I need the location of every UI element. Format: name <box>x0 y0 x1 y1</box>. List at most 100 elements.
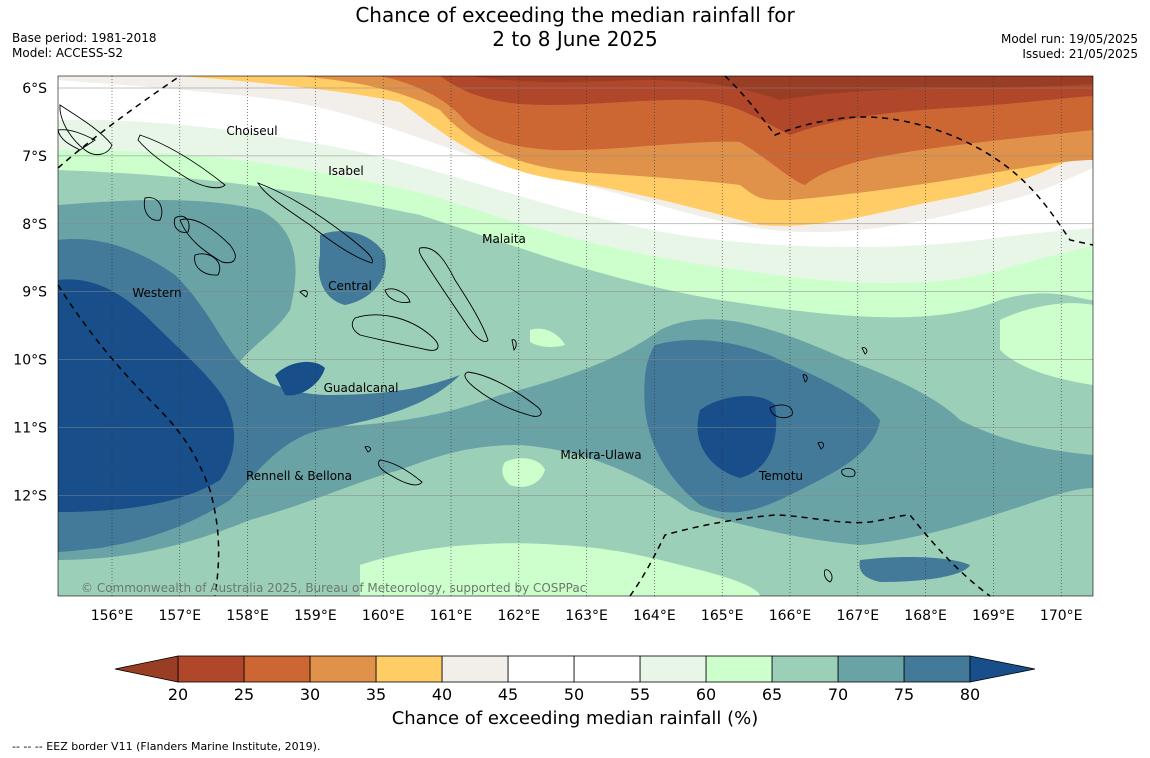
island-vanikoro <box>817 441 825 450</box>
colorbar-tick-label: 45 <box>498 685 518 704</box>
colorbar-tick-label: 40 <box>432 685 452 704</box>
longitude-tick-label: 157°E <box>159 608 202 624</box>
colorbar-tick-label: 35 <box>366 685 386 704</box>
island-florida <box>384 288 411 303</box>
island-isabel <box>256 182 373 264</box>
island-malaita <box>418 247 489 342</box>
colorbar-segment <box>507 655 575 683</box>
island-bougainville <box>59 104 113 156</box>
colorbar-under-arrow <box>114 655 179 683</box>
longitude-tick-label: 156°E <box>91 608 134 624</box>
colorbar-tick-label: 50 <box>564 685 584 704</box>
province-label: Malaita <box>482 232 526 246</box>
province-label: Temotu <box>758 469 803 483</box>
province-label: Western <box>132 286 181 300</box>
colorbar-segment <box>837 655 905 683</box>
latitude-tick-label: 9°S <box>22 285 47 301</box>
colorbar-tick-label: 60 <box>696 685 716 704</box>
zone-over-80-east <box>697 395 777 478</box>
island-png-tip <box>57 129 96 151</box>
colorbar-tick-label: 80 <box>960 685 980 704</box>
colorbar-tick-label: 25 <box>234 685 254 704</box>
eez-borders <box>57 75 1094 597</box>
island-santa-cruz <box>769 404 793 419</box>
colorbar-tick-label: 70 <box>828 685 848 704</box>
colorbar-segment <box>903 655 971 683</box>
island-choiseul <box>137 134 226 189</box>
latitude-labels: 6°S 7°S 8°S 9°S 10°S 11°S 12°S <box>13 81 47 504</box>
zone-75-80-central <box>318 231 386 305</box>
map-title: Chance of exceeding the median rainfall … <box>0 3 1150 51</box>
latitude-tick-label: 10°S <box>13 353 47 369</box>
zone-60-65-patch-1 <box>502 458 545 487</box>
colorbar-segment <box>639 655 707 683</box>
island-utupua <box>841 467 856 478</box>
longitude-tick-label: 169°E <box>972 608 1015 624</box>
longitude-tick-label: 170°E <box>1040 608 1083 624</box>
longitude-tick-label: 158°E <box>226 608 269 624</box>
longitude-tick-label: 165°E <box>701 608 744 624</box>
latitude-tick-label: 6°S <box>22 81 47 97</box>
latitude-tick-label: 7°S <box>22 149 47 165</box>
colorbar-segment <box>309 655 377 683</box>
model-run: Model run: 19/05/2025 <box>1000 32 1138 46</box>
latitude-grid <box>58 87 1093 496</box>
zone-60-65-patch-3 <box>1000 303 1093 385</box>
longitude-tick-label: 168°E <box>904 608 947 624</box>
colorbar-segment <box>243 655 311 683</box>
longitude-tick-label: 161°E <box>430 608 473 624</box>
issued-date: Issued: 21/05/2025 <box>1022 47 1138 61</box>
base-period: Base period: 1981-2018 <box>12 31 157 45</box>
longitude-tick-label: 159°E <box>294 608 337 624</box>
island-russell <box>299 289 308 298</box>
meta-left: Base period: 1981-2018 Model: ACCESS-S2 <box>12 31 157 61</box>
latitude-tick-label: 12°S <box>13 488 47 504</box>
eez-border-north-west <box>57 75 181 169</box>
map-frame <box>57 75 1094 597</box>
longitude-tick-label: 164°E <box>633 608 676 624</box>
zone-60-65-patch-2 <box>360 543 760 596</box>
zone-20-25 <box>440 76 1093 135</box>
longitude-tick-label: 163°E <box>565 608 608 624</box>
province-label: Rennell & Bellona <box>246 469 352 483</box>
zone-70-75-west <box>58 200 1093 596</box>
colorbar-tick-label: 75 <box>894 685 914 704</box>
coastlines <box>57 104 868 583</box>
island-bellona <box>364 446 372 453</box>
zone-60-65-patch-4 <box>530 328 565 347</box>
island-guadalcanal <box>351 314 439 351</box>
map-fill-area <box>58 76 1093 596</box>
zone-75-80-southeast <box>859 557 970 582</box>
colorbar: 20 25 30 35 40 45 50 55 60 65 70 75 80 <box>114 655 1036 704</box>
title-line-1: Chance of exceeding the median rainfall … <box>355 3 795 27</box>
island-rennell <box>378 459 423 486</box>
colorbar-segment <box>705 655 773 683</box>
copyright-notice: © Commonwealth of Australia 2025, Bureau… <box>81 581 586 595</box>
colorbar-segment <box>573 655 641 683</box>
colorbar-segment <box>441 655 509 683</box>
colorbar-segment <box>375 655 443 683</box>
latitude-tick-label: 8°S <box>22 217 47 233</box>
colorbar-segment <box>771 655 839 683</box>
island-new-georgia <box>143 197 163 221</box>
island-south-malaita <box>511 339 517 352</box>
island-duff <box>802 374 808 383</box>
province-label: Makira-Ulawa <box>560 448 641 462</box>
meta-right: Model run: 19/05/2025 Issued: 21/05/2025 <box>1001 32 1138 62</box>
province-label: Central <box>328 279 372 293</box>
province-label: Guadalcanal <box>324 381 399 395</box>
island-tikopia <box>823 569 833 583</box>
eez-border-south-east <box>629 514 991 597</box>
colorbar-tick-label: 30 <box>300 685 320 704</box>
colorbar-segment <box>177 655 245 683</box>
colorbar-tick-label: 20 <box>168 685 188 704</box>
island-makira <box>464 371 542 417</box>
longitude-tick-label: 162°E <box>498 608 541 624</box>
footnote: -- -- -- EEZ border V11 (Flanders Marine… <box>12 740 321 753</box>
colorbar-tick-label: 55 <box>630 685 650 704</box>
model-name: Model: ACCESS-S2 <box>12 46 124 60</box>
longitude-tick-label: 167°E <box>837 608 880 624</box>
island-new-georgia-2 <box>179 218 236 264</box>
zone-over-80-west <box>58 279 235 512</box>
